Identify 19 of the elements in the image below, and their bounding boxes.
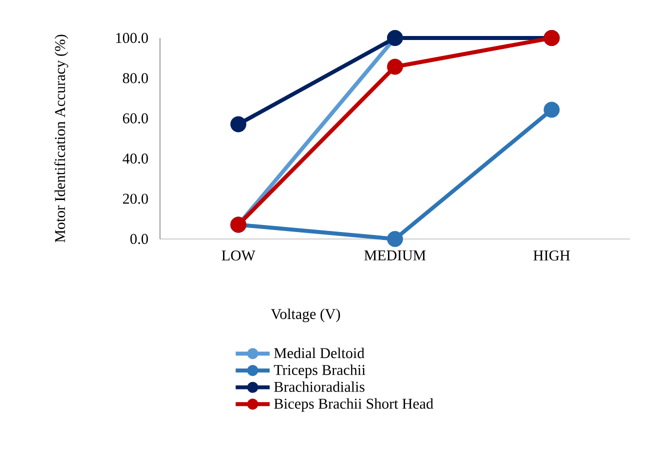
- point: [230, 116, 246, 132]
- y-tick-label: 80.0: [122, 73, 148, 84]
- legend-label: Medial Deltoid: [274, 348, 364, 358]
- point: [544, 102, 560, 118]
- y-tick-label: 20.0: [122, 194, 148, 204]
- y-axis-title: Motor Identification Accuracy (%): [54, 34, 68, 242]
- x-tick-label: HIGH: [533, 250, 570, 261]
- point: [387, 230, 404, 247]
- y-tick-label: 60.0: [122, 113, 148, 124]
- x-axis-title: Voltage (V): [270, 308, 340, 322]
- y-tick-label: 40.0: [122, 154, 148, 164]
- legend-label: Triceps Brachii: [274, 364, 366, 378]
- legend-label: Brachioradialis: [274, 381, 364, 392]
- y-tick-label: 0.0: [130, 234, 148, 244]
- point: [387, 58, 404, 75]
- x-tick-label: LOW: [222, 250, 256, 261]
- y-tick-label: 100.0: [116, 32, 148, 44]
- legend-label: Biceps Brachii Short Head: [274, 398, 434, 412]
- x-tick-label: MEDIUM: [364, 250, 426, 260]
